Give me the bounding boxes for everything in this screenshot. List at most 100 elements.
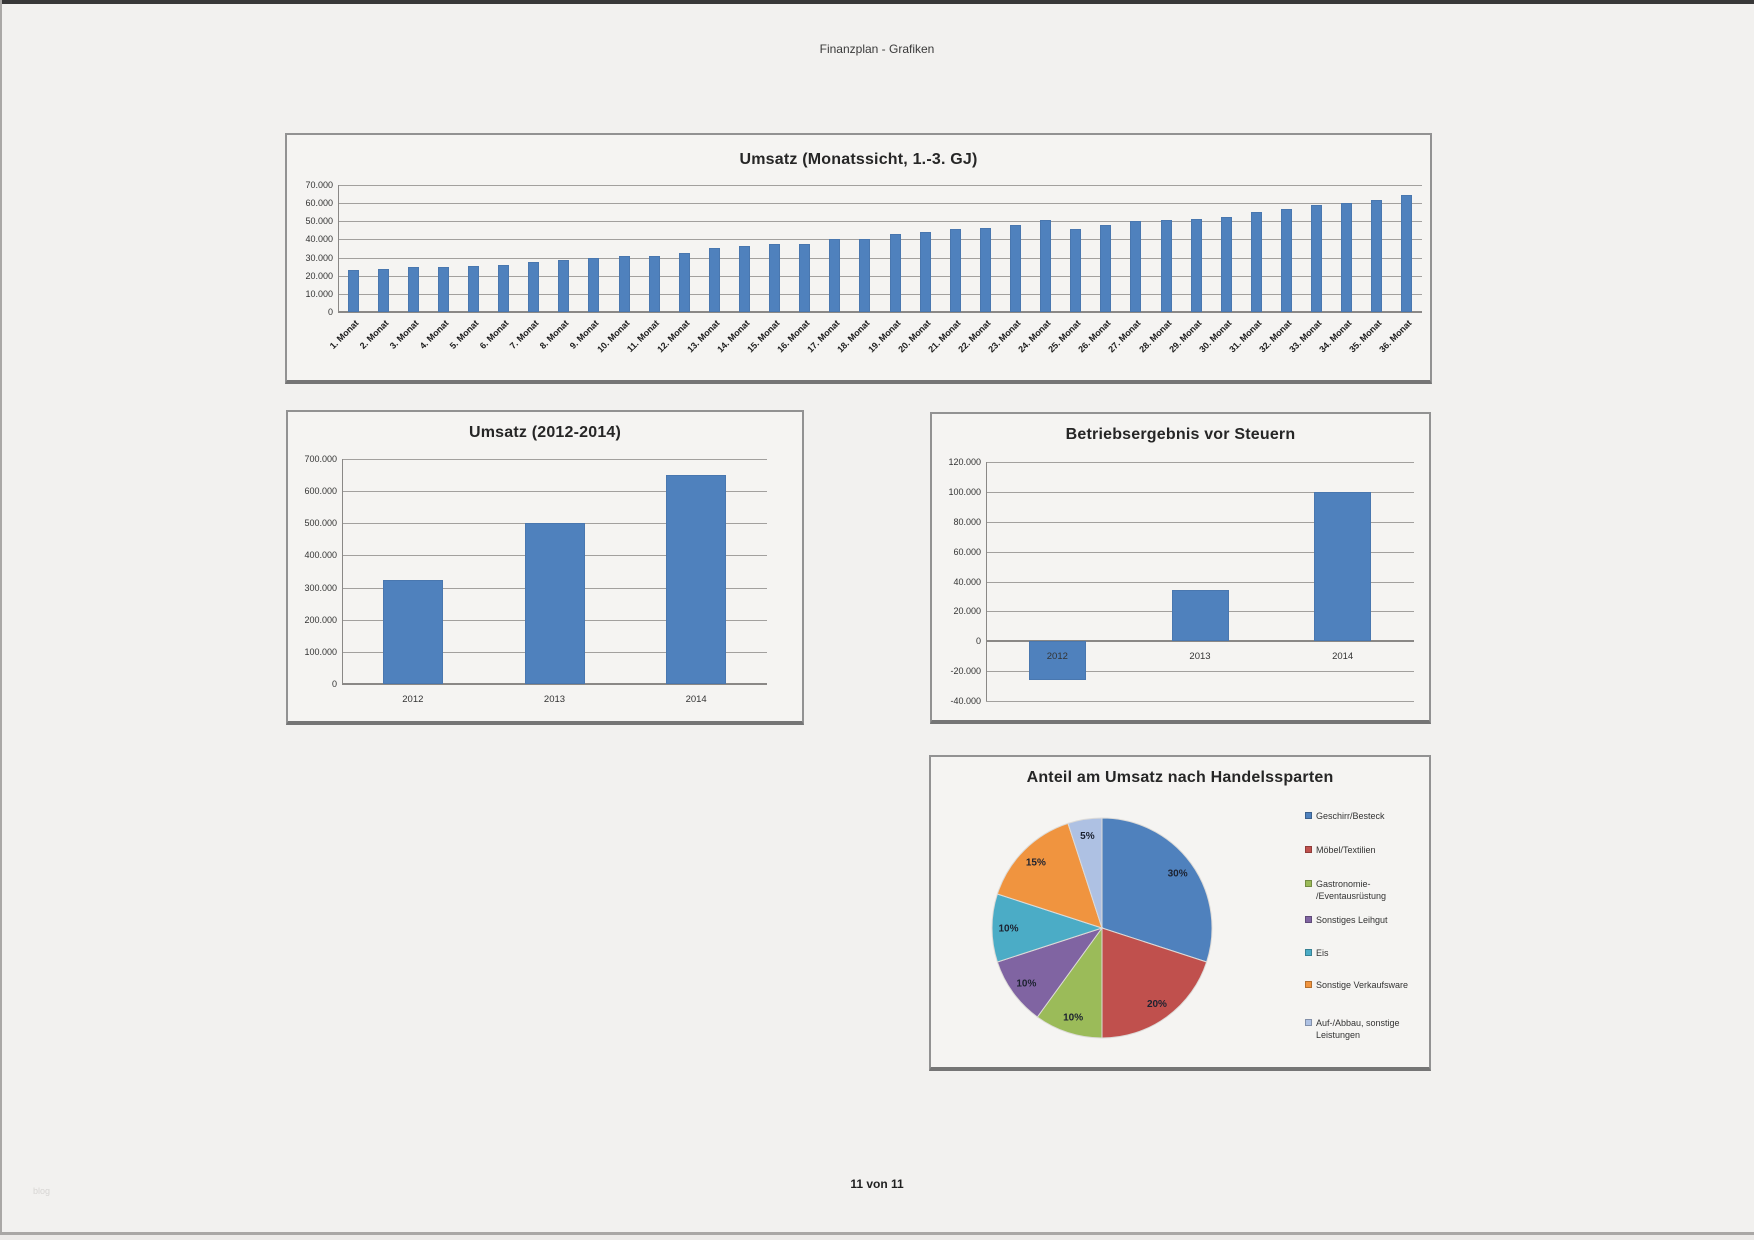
y-tick-label: 60.000 xyxy=(305,198,333,209)
bar xyxy=(1250,211,1262,312)
chart-umsatz-monatssicht: Umsatz (Monatssicht, 1.-3. GJ) 70.000 60.… xyxy=(285,133,1432,384)
bar xyxy=(708,247,720,312)
pie-chart-svg: 30% 20% 10% 10% 10% 15% 5% xyxy=(991,817,1213,1039)
x-axis-line xyxy=(338,311,1422,313)
bar xyxy=(1314,491,1372,642)
grid-line xyxy=(338,221,1422,223)
y-tick-label: 10.000 xyxy=(305,288,333,299)
legend-item: Eis xyxy=(1305,947,1424,959)
y-tick-label: 100.000 xyxy=(948,486,981,497)
pie-percent-label: 10% xyxy=(998,924,1018,935)
y-tick-label: -20.000 xyxy=(950,666,981,677)
bar xyxy=(829,239,841,312)
bar xyxy=(1311,205,1323,312)
x-tick-label: 2014 xyxy=(1332,651,1354,663)
legend-color-swatch xyxy=(1305,949,1312,956)
y-tick-label: 500.000 xyxy=(304,518,337,529)
legend-label-line: Sonstiges Leihgut xyxy=(1316,915,1388,925)
legend-item: Auf-/Abbau, sonstige Leistungen xyxy=(1305,1017,1424,1041)
legend-label-line: /Eventausrüstung xyxy=(1316,891,1387,901)
bar xyxy=(1010,225,1021,312)
x-tick-label: 2014 xyxy=(685,694,707,705)
pie-percent-label: 30% xyxy=(1168,869,1188,880)
legend-label-line: Auf-/Abbau, sonstige xyxy=(1316,1018,1400,1028)
bar xyxy=(979,227,991,312)
pie-percent-label: 5% xyxy=(1080,831,1095,842)
bar xyxy=(1171,590,1229,642)
pie-percent-label: 10% xyxy=(1063,1012,1083,1023)
pie-slice xyxy=(1101,927,1208,1039)
x-tick-label: 4. Monat xyxy=(417,318,451,351)
bar xyxy=(1220,216,1232,312)
grid-line xyxy=(986,491,1414,493)
legend-item: Sonstige Verkaufsware xyxy=(1305,979,1424,991)
bar xyxy=(618,256,630,312)
grid-line xyxy=(342,459,767,460)
grid-line xyxy=(986,462,1414,463)
bar xyxy=(1130,221,1142,312)
pie-percent-label: 20% xyxy=(1147,999,1167,1010)
y-tick-label: 700.000 xyxy=(304,454,337,464)
pie-slice xyxy=(1101,817,1213,963)
chart-umsatz-handelssparten: Anteil am Umsatz nach Handelssparten 30%… xyxy=(929,755,1431,1071)
bar xyxy=(588,257,600,312)
bar xyxy=(437,266,449,312)
bar xyxy=(377,268,389,312)
legend-color-swatch xyxy=(1305,981,1312,988)
x-tick-label: 7. Monat xyxy=(507,318,541,351)
page-bottom-edge xyxy=(0,1235,1754,1240)
y-tick-label: 400.000 xyxy=(304,550,337,561)
y-tick-label: 100.000 xyxy=(304,646,337,657)
grid-line xyxy=(986,701,1414,702)
pie-percent-label: 10% xyxy=(1016,978,1036,989)
watermark-text: blog xyxy=(33,1186,51,1196)
bar xyxy=(666,475,727,684)
y-tick-label: 40.000 xyxy=(953,576,981,587)
legend-color-swatch xyxy=(1305,880,1312,887)
y-tick-label: 20.000 xyxy=(953,606,981,617)
grid-line xyxy=(338,293,1422,295)
bar xyxy=(1190,218,1202,312)
x-tick-label: 36. Monat xyxy=(1377,318,1415,355)
x-tick-label: 2. Monat xyxy=(357,318,391,351)
bar xyxy=(347,270,359,312)
grid-line xyxy=(986,521,1414,523)
pie-slice xyxy=(996,822,1103,929)
legend-color-swatch xyxy=(1305,812,1312,819)
x-axis-line xyxy=(342,683,767,685)
chart-title: Umsatz (Monatssicht, 1.-3. GJ) xyxy=(739,151,978,168)
legend-label-line: Möbel/Textilien xyxy=(1316,845,1376,855)
grid-line xyxy=(338,257,1422,259)
bar xyxy=(498,264,510,312)
grid-line xyxy=(338,185,1422,186)
chart-title: Umsatz (2012-2014) xyxy=(468,424,622,441)
bar xyxy=(382,579,443,684)
legend-label-line: Eis xyxy=(1316,948,1329,958)
x-tick-label: 3. Monat xyxy=(387,318,421,351)
bar xyxy=(1281,208,1292,312)
bar xyxy=(1401,194,1413,312)
x-tick-label: 5. Monat xyxy=(447,318,481,351)
x-tick-label: 27. Monat xyxy=(1106,318,1144,355)
legend-color-swatch xyxy=(1305,846,1312,853)
bar xyxy=(919,231,931,312)
legend-item: Sonstiges Leihgut xyxy=(1305,914,1424,926)
y-tick-label: 200.000 xyxy=(304,614,337,625)
grid-line xyxy=(986,671,1414,673)
page-top-border xyxy=(0,0,1754,4)
legend-color-swatch xyxy=(1305,1019,1312,1026)
y-tick-label: 600.000 xyxy=(304,486,337,497)
grid-line xyxy=(986,581,1414,583)
x-tick-label: 18. Monat xyxy=(835,318,873,355)
page-left-border xyxy=(0,0,2,1240)
x-axis-line xyxy=(986,640,1414,643)
x-tick-label: 1. Monat xyxy=(327,318,361,351)
bar xyxy=(1371,199,1383,312)
y-axis-line xyxy=(342,459,343,684)
y-tick-label: 120.000 xyxy=(948,457,981,467)
y-tick-label: 70.000 xyxy=(305,180,333,190)
x-tick-label: 8. Monat xyxy=(538,318,571,351)
chart-title: Betriebsergebnis vor Steuern xyxy=(1065,426,1296,443)
legend-item: Möbel/Textilien xyxy=(1305,844,1424,856)
